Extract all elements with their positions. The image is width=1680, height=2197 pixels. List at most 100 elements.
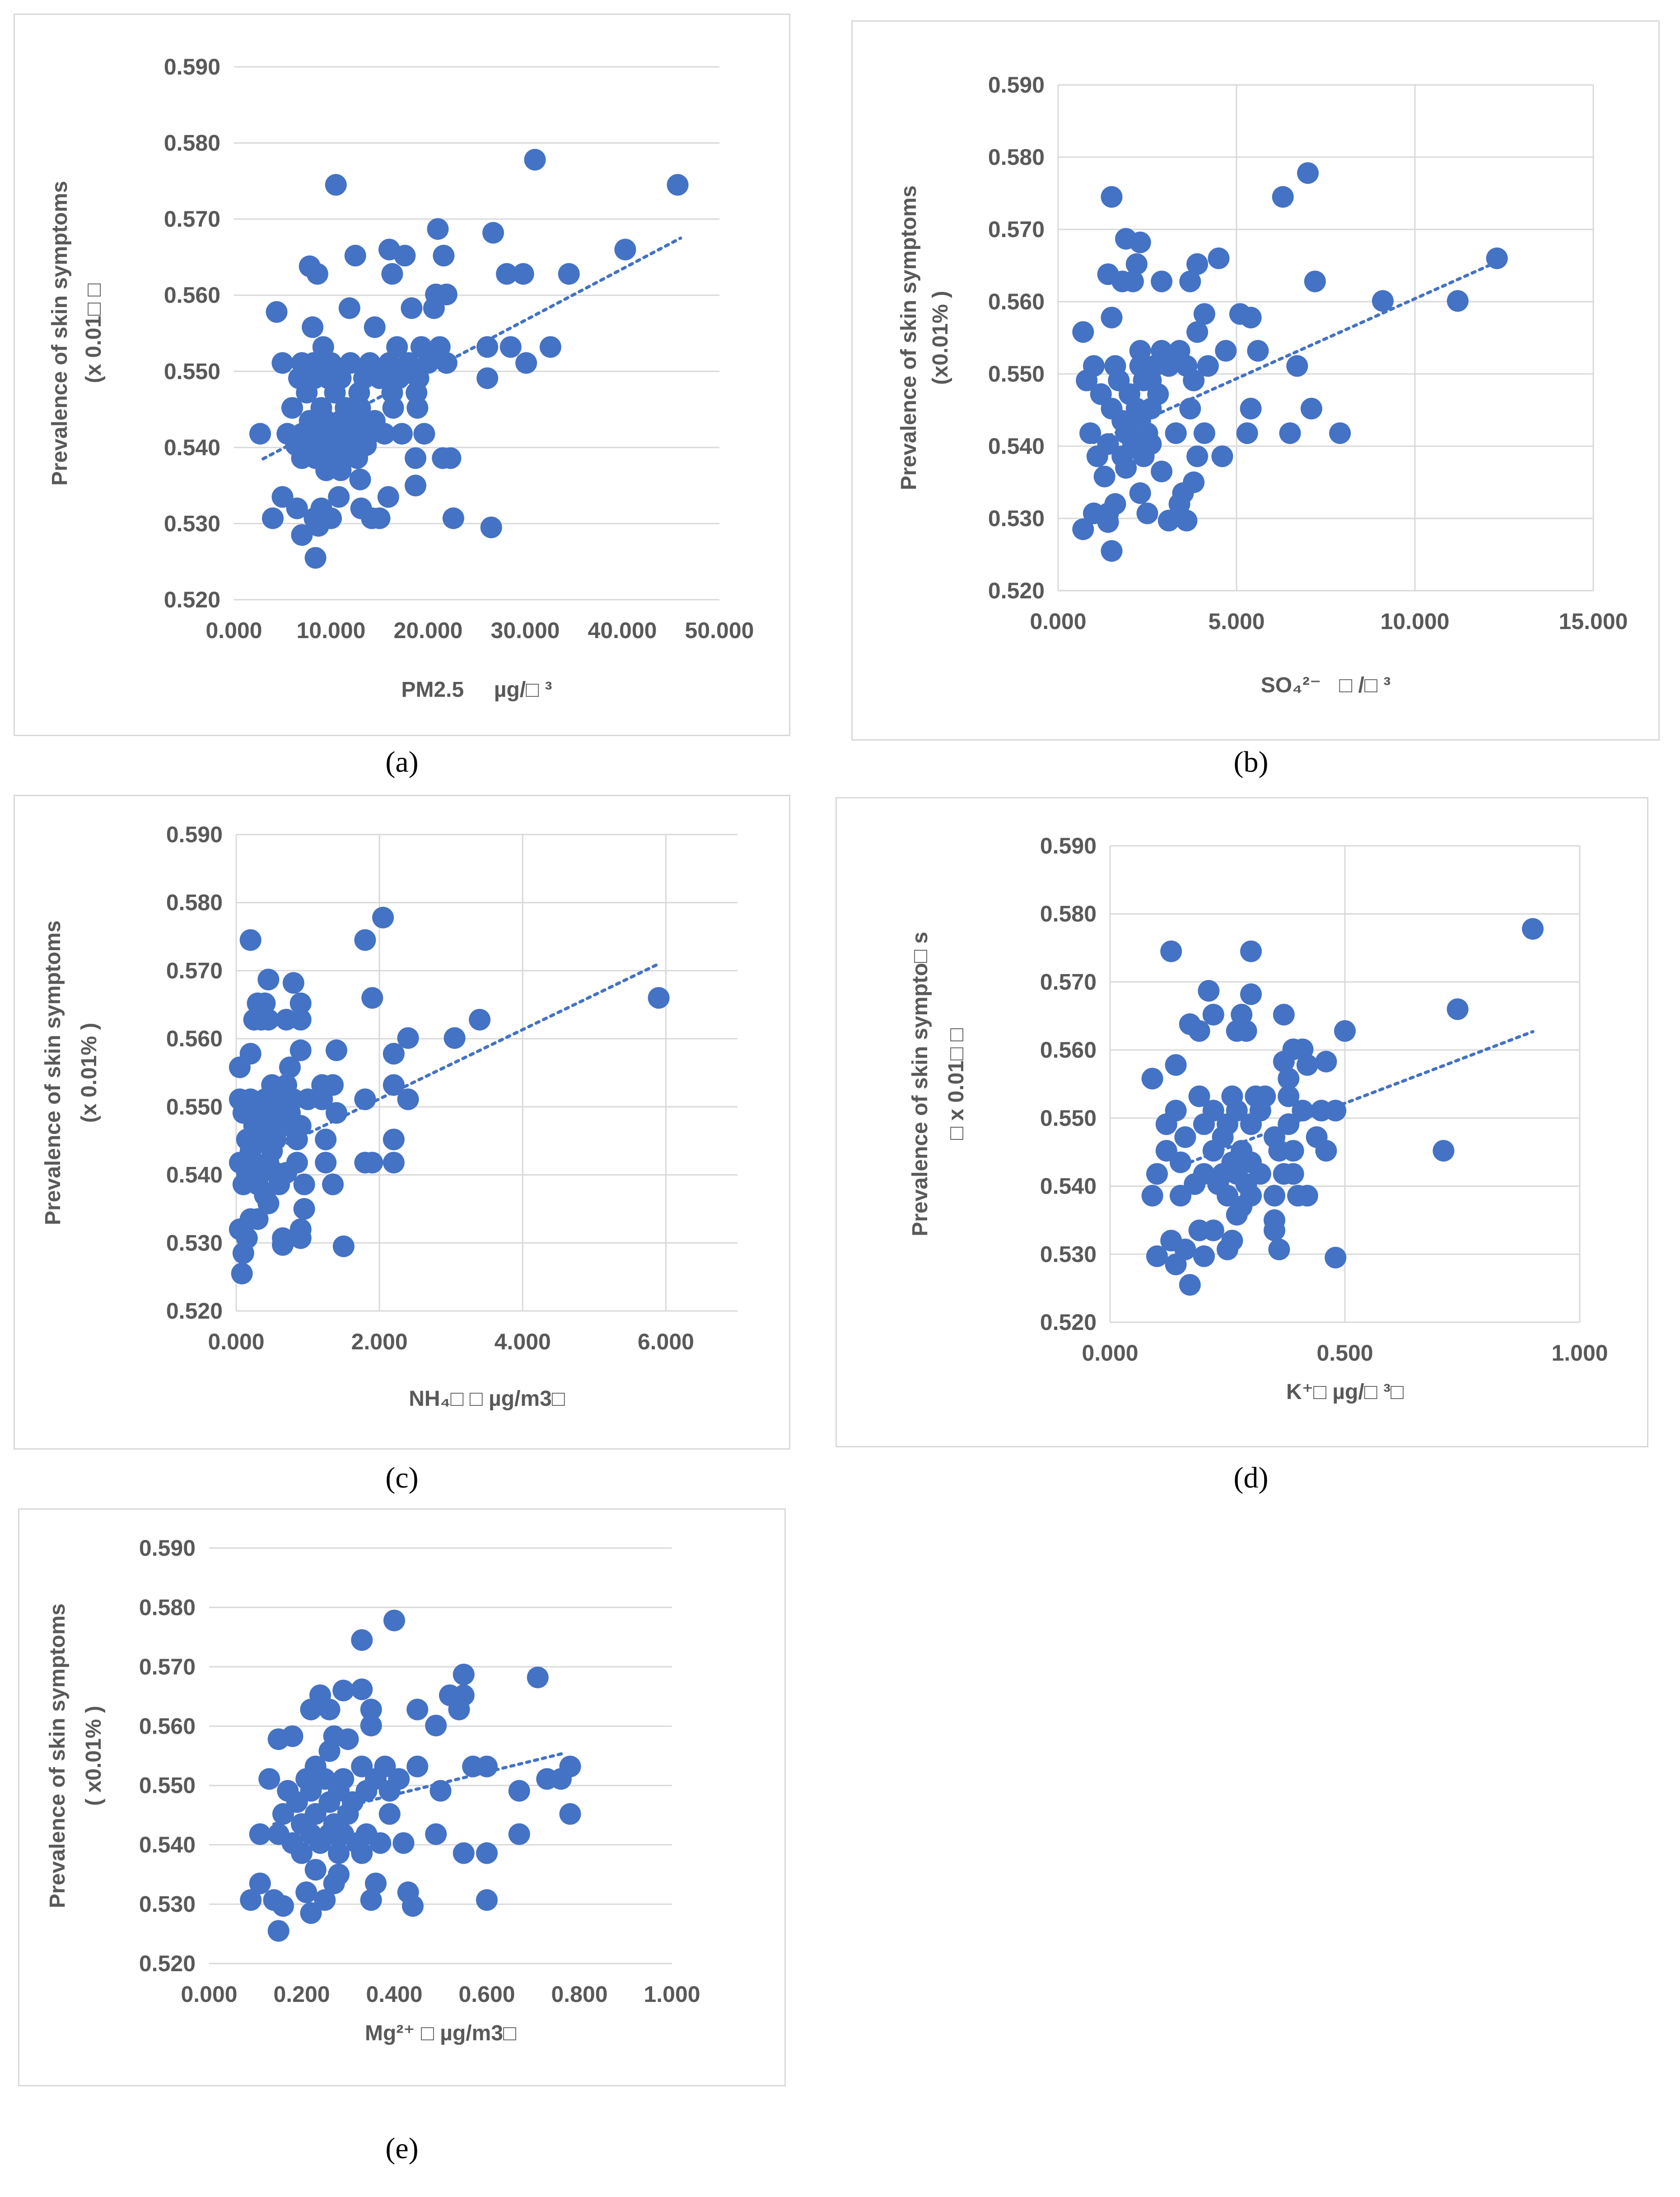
data-point (361, 987, 383, 1009)
data-point (512, 263, 534, 285)
data-point (1146, 1163, 1168, 1185)
data-point (1188, 1085, 1210, 1107)
data-point (406, 397, 429, 419)
data-point (405, 447, 427, 469)
data-point (239, 929, 261, 951)
x-tick-label: 5.000 (1208, 609, 1265, 634)
data-point (309, 1832, 331, 1854)
data-point (392, 1832, 415, 1854)
data-point (1334, 1020, 1356, 1042)
data-point (1129, 482, 1151, 504)
y-axis-label: Prevalence of skin symptoms (897, 186, 921, 490)
data-point (1268, 1238, 1290, 1260)
data-point (1217, 1238, 1238, 1260)
data-point (360, 1698, 382, 1721)
data-point (423, 297, 445, 319)
data-point (1193, 303, 1215, 325)
y-tick-label: 0.590 (164, 54, 220, 79)
x-tick-label: 10.000 (1381, 609, 1450, 634)
caption-d: (d) (1233, 1461, 1269, 1494)
data-point (272, 1234, 294, 1256)
data-point (349, 468, 371, 490)
data-point (558, 263, 580, 285)
data-point (1157, 355, 1180, 377)
data-point (1072, 518, 1094, 540)
x-tick-label: 15.000 (1559, 609, 1628, 634)
y-tick-label: 0.570 (1040, 969, 1097, 994)
data-point (258, 1768, 280, 1790)
data-point (1286, 355, 1308, 377)
data-point (397, 1088, 419, 1110)
data-point (267, 1920, 289, 1942)
data-point (315, 1129, 337, 1151)
y-axis-label: ( x0.01% ) (82, 1706, 106, 1805)
x-tick-label: 0.200 (273, 1982, 330, 2007)
data-point (1079, 422, 1101, 444)
data-point (257, 1008, 280, 1031)
x-tick-label: 2.000 (351, 1329, 408, 1354)
data-point (1197, 355, 1219, 377)
x-axis-label: SO₄²⁻ □ /□ ³ (1261, 673, 1391, 697)
data-point (1086, 445, 1108, 467)
data-point (1186, 253, 1209, 275)
data-point (1093, 466, 1115, 488)
data-point (325, 174, 347, 196)
data-point (1188, 1020, 1210, 1042)
scatter-chart-b: 0.520 0.530 0.540 0.550 0.560 0.570 0.580 0.590… (897, 72, 1628, 697)
data-point (1273, 1050, 1295, 1073)
data-point (1168, 493, 1190, 515)
data-point (1179, 397, 1201, 420)
trend-line (1092, 260, 1499, 444)
data-point (382, 397, 404, 419)
x-axis-label: NH₄□ □ µg/m3□ (409, 1387, 565, 1411)
data-point (648, 987, 670, 1009)
data-point (1235, 1020, 1257, 1042)
y-tick-label: 0.540 (166, 1162, 223, 1188)
y-tick-label: 0.550 (988, 361, 1045, 387)
data-point (1165, 1054, 1187, 1076)
data-point (1202, 1219, 1224, 1241)
data-point (1215, 340, 1237, 362)
data-point (351, 1678, 373, 1700)
y-tick-label: 0.540 (988, 434, 1045, 459)
y-tick-label: 0.540 (1040, 1174, 1097, 1199)
data-point (482, 222, 504, 244)
data-point (1155, 1113, 1177, 1135)
data-point (306, 263, 328, 285)
data-point (1315, 1140, 1337, 1162)
data-point (1486, 247, 1508, 269)
chart-panel-d: 0.520 0.530 0.540 0.550 0.560 0.570 0.580 0.590… (835, 797, 1648, 1447)
data-point (289, 992, 312, 1014)
data-point (354, 929, 376, 951)
data-point (377, 486, 399, 508)
y-tick-label: 0.560 (139, 1713, 196, 1739)
data-point (257, 969, 280, 991)
scatter-chart-e: 0.520 0.530 0.540 0.550 0.560 0.570 0.580 0.590… (46, 1535, 700, 2045)
data-point (1273, 1003, 1295, 1026)
data-point (365, 1872, 387, 1894)
data-point (383, 1152, 405, 1174)
data-point (402, 1895, 424, 1917)
y-tick-label: 0.570 (988, 217, 1045, 242)
data-point (300, 1902, 322, 1924)
data-point (247, 1208, 269, 1230)
y-tick-label: 0.590 (1040, 833, 1097, 858)
data-point (453, 1663, 475, 1685)
data-point (480, 516, 502, 538)
data-point (291, 524, 313, 546)
data-point (293, 1198, 315, 1220)
data-point (322, 1173, 344, 1195)
caption-b: (b) (1233, 746, 1269, 779)
data-point (1193, 1113, 1215, 1135)
data-point (1165, 422, 1187, 444)
data-point (476, 367, 499, 389)
data-point (524, 149, 546, 171)
y-tick-label: 0.580 (139, 1595, 196, 1620)
data-point (425, 1823, 447, 1845)
x-tick-label: 6.000 (638, 1329, 694, 1354)
y-tick-label: 0.520 (166, 1298, 223, 1324)
scatter-chart-c: 0.520 0.530 0.540 0.550 0.560 0.570 0.580 0.590… (41, 822, 737, 1411)
x-tick-label: 0.000 (1082, 1340, 1138, 1366)
y-tick-label: 0.520 (139, 1951, 196, 1976)
y-axis-label: (x0.01% ) (929, 291, 952, 385)
